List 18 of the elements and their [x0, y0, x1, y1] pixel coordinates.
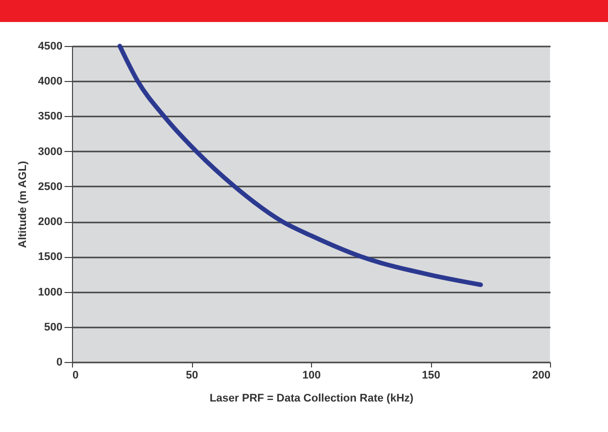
x-axis-title: Laser PRF = Data Collection Rate (kHz) — [210, 392, 414, 404]
y-tick-label: 2000 — [38, 216, 62, 228]
y-tick-label: 1500 — [38, 251, 62, 264]
x-tick-label: 50 — [186, 370, 198, 382]
y-tick-label: 3000 — [38, 146, 62, 158]
x-tick-label: 100 — [302, 370, 321, 382]
y-tick-label: 3500 — [38, 110, 62, 123]
y-tick-label: 1000 — [38, 286, 62, 298]
y-tick-label: 4500 — [38, 40, 62, 52]
y-tick-label: 500 — [44, 321, 62, 334]
x-tick-label: 150 — [422, 370, 440, 382]
x-tick-label: 200 — [532, 370, 550, 382]
y-tick-label: 2500 — [38, 180, 62, 193]
line-series — [118, 44, 483, 288]
y-axis-title: Altitude (m AGL) — [17, 160, 30, 248]
y-tick-label: 0 — [56, 356, 62, 368]
x-tick-label: 0 — [72, 370, 79, 382]
y-tick-label: 4000 — [38, 76, 62, 88]
